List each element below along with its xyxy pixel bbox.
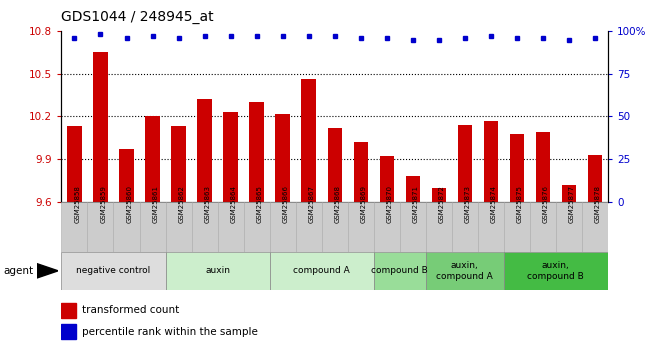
Text: GSM25862: GSM25862 (178, 185, 184, 223)
Text: auxin: auxin (205, 266, 230, 275)
Text: GSM25866: GSM25866 (283, 185, 289, 223)
Text: GDS1044 / 248945_at: GDS1044 / 248945_at (61, 10, 214, 24)
Bar (373, 202, 399, 252)
Text: GSM25873: GSM25873 (465, 185, 471, 223)
Bar (405, 176, 420, 202)
Text: transformed count: transformed count (83, 305, 180, 315)
Text: GSM25877: GSM25877 (569, 185, 575, 223)
Bar (61, 324, 76, 339)
Bar (588, 155, 602, 202)
Text: auxin,
compound A: auxin, compound A (436, 261, 493, 280)
Bar (114, 202, 140, 252)
Bar (275, 114, 290, 202)
Bar (249, 102, 264, 202)
Text: GSM25872: GSM25872 (439, 185, 445, 223)
Bar (452, 202, 478, 252)
Text: GSM25861: GSM25861 (152, 185, 158, 223)
Text: GSM25874: GSM25874 (491, 185, 497, 223)
Bar (379, 156, 394, 202)
Bar (146, 117, 160, 202)
Bar (426, 252, 504, 290)
Bar (166, 252, 270, 290)
Bar (172, 126, 186, 202)
Bar (270, 252, 373, 290)
Polygon shape (37, 264, 58, 278)
Bar (562, 185, 576, 202)
Bar (61, 252, 166, 290)
Bar (504, 252, 608, 290)
Bar (484, 121, 498, 202)
Text: GSM25864: GSM25864 (230, 185, 236, 223)
Bar (432, 188, 446, 202)
Text: GSM25867: GSM25867 (309, 185, 315, 223)
Text: GSM25871: GSM25871 (413, 185, 419, 223)
Bar (426, 202, 452, 252)
Text: negative control: negative control (76, 266, 150, 275)
Text: percentile rank within the sample: percentile rank within the sample (83, 327, 259, 337)
Text: GSM25865: GSM25865 (257, 185, 263, 223)
Bar (94, 52, 108, 202)
Bar (120, 149, 134, 202)
Bar (373, 252, 426, 290)
Text: auxin,
compound B: auxin, compound B (528, 261, 584, 280)
Bar (327, 128, 342, 202)
Bar (296, 202, 322, 252)
Bar (322, 202, 347, 252)
Text: compound B: compound B (371, 266, 428, 275)
Bar (510, 134, 524, 202)
Text: GSM25863: GSM25863 (204, 185, 210, 223)
Text: GSM25868: GSM25868 (335, 185, 341, 223)
Bar (140, 202, 166, 252)
Text: GSM25869: GSM25869 (361, 185, 367, 223)
Bar (504, 202, 530, 252)
Bar (556, 202, 582, 252)
Bar (347, 202, 373, 252)
Text: GSM25860: GSM25860 (126, 185, 132, 223)
Bar (582, 202, 608, 252)
Text: GSM25858: GSM25858 (74, 185, 80, 223)
Bar (198, 99, 212, 202)
Text: GSM25876: GSM25876 (543, 185, 549, 223)
Bar (399, 202, 426, 252)
Text: GSM25870: GSM25870 (387, 185, 393, 223)
Bar (166, 202, 192, 252)
Text: GSM25878: GSM25878 (595, 185, 601, 223)
Bar (353, 142, 368, 202)
Bar (458, 125, 472, 202)
Bar (478, 202, 504, 252)
Text: agent: agent (3, 266, 33, 276)
Bar (536, 132, 550, 202)
Bar (192, 202, 218, 252)
Text: GSM25875: GSM25875 (517, 185, 523, 223)
Bar (88, 202, 114, 252)
Bar (270, 202, 296, 252)
Bar (61, 303, 76, 317)
Bar (67, 126, 81, 202)
Bar (530, 202, 556, 252)
Bar (301, 79, 316, 202)
Bar (244, 202, 270, 252)
Bar (61, 202, 88, 252)
Bar (223, 112, 238, 202)
Text: compound A: compound A (293, 266, 350, 275)
Text: GSM25859: GSM25859 (100, 185, 106, 223)
Bar (218, 202, 244, 252)
